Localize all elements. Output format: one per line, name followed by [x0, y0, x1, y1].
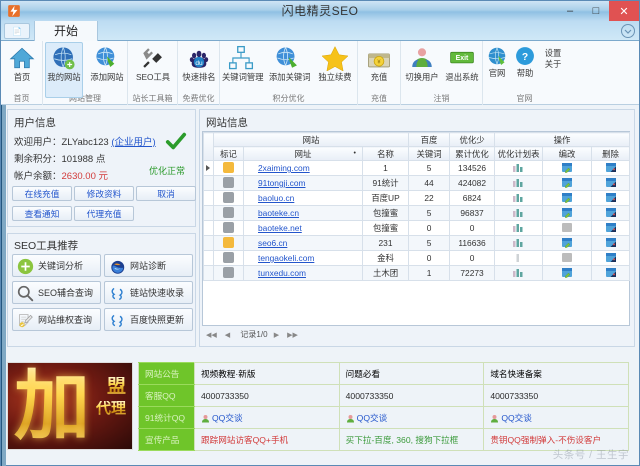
svg-text:du: du	[195, 60, 203, 67]
svg-text:Exit: Exit	[456, 55, 469, 62]
svg-text:?: ?	[522, 52, 528, 63]
